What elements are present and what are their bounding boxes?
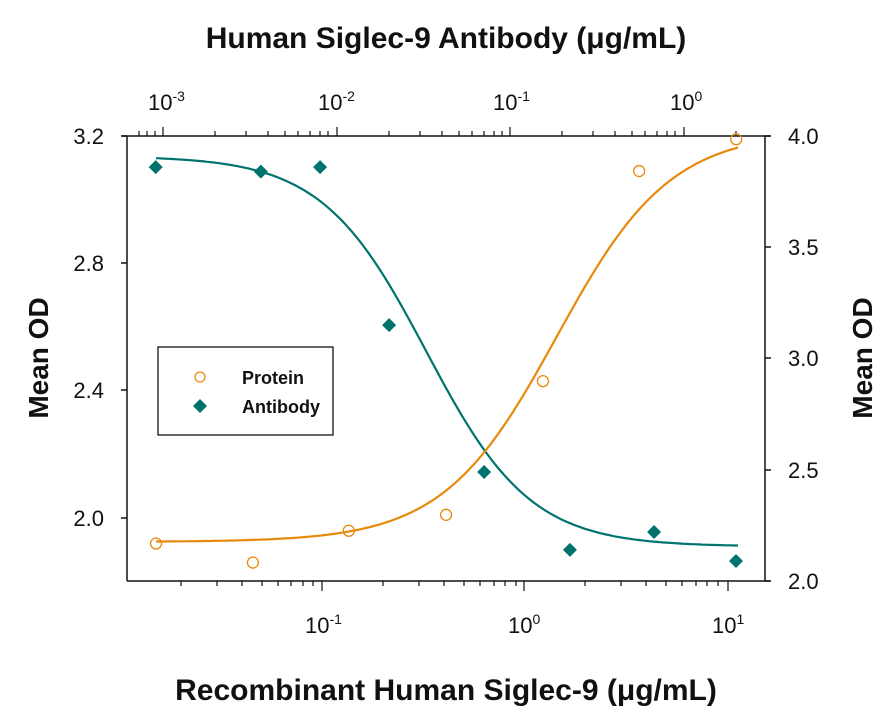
protein-data-point [536, 374, 550, 388]
right-tick-label: 4.0 [788, 124, 819, 149]
left-tick-label: 3.2 [73, 124, 104, 149]
bottom-ticks [180, 581, 729, 591]
left-tick-label: 2.0 [73, 506, 104, 531]
protein-data-point [730, 133, 743, 146]
left-tick-label: 2.8 [73, 251, 104, 276]
legend: Protein Antibody [157, 346, 334, 436]
open-circle-icon [194, 371, 206, 383]
bottom-axis-title: Recombinant Human Siglec-9 (μg/mL) [175, 674, 717, 707]
protein-data-point [439, 508, 453, 521]
antibody-data-point [729, 553, 744, 568]
antibody-data-point [148, 160, 163, 175]
top-axis-title: Human Siglec-9 Antibody (μg/mL) [206, 22, 687, 55]
bottom-tick-label: 100 [508, 611, 540, 638]
right-tick-label: 3.5 [788, 235, 819, 260]
left-ticks [121, 135, 127, 519]
protein-data-point [632, 164, 646, 178]
antibody-data-point [647, 525, 662, 540]
bottom-tick-label: 101 [712, 611, 744, 638]
protein-data-point [149, 537, 163, 550]
legend-label-antibody: Antibody [242, 397, 320, 417]
bottom-tick-label: 10-1 [305, 611, 342, 638]
top-tick-label: 10-2 [318, 88, 355, 115]
antibody-data-point [382, 318, 397, 333]
right-tick-label: 2.5 [788, 458, 819, 483]
antibody-data-point [477, 464, 492, 479]
protein-points [149, 133, 743, 569]
top-ticks [138, 127, 737, 136]
top-tick-label: 100 [670, 88, 702, 115]
left-axis-title: Mean OD [23, 297, 54, 418]
left-tick-label: 2.4 [73, 378, 104, 403]
protein-fit-curve [156, 146, 739, 543]
protein-data-point [246, 556, 260, 569]
right-axis-title: Mean OD [847, 297, 878, 418]
right-tick-label: 3.0 [788, 346, 819, 371]
right-ticks [765, 135, 771, 582]
right-tick-label: 2.0 [788, 569, 819, 594]
filled-diamond-icon [193, 399, 207, 413]
protein-data-point [342, 524, 355, 537]
top-tick-label: 10-1 [493, 88, 530, 115]
antibody-fit-curve [155, 157, 738, 547]
legend-label-protein: Protein [242, 368, 304, 388]
antibody-data-point [313, 160, 328, 175]
top-tick-label: 10-3 [148, 88, 185, 115]
antibody-data-point [562, 542, 577, 557]
antibody-data-point [253, 164, 268, 179]
antibody-points [148, 160, 744, 568]
